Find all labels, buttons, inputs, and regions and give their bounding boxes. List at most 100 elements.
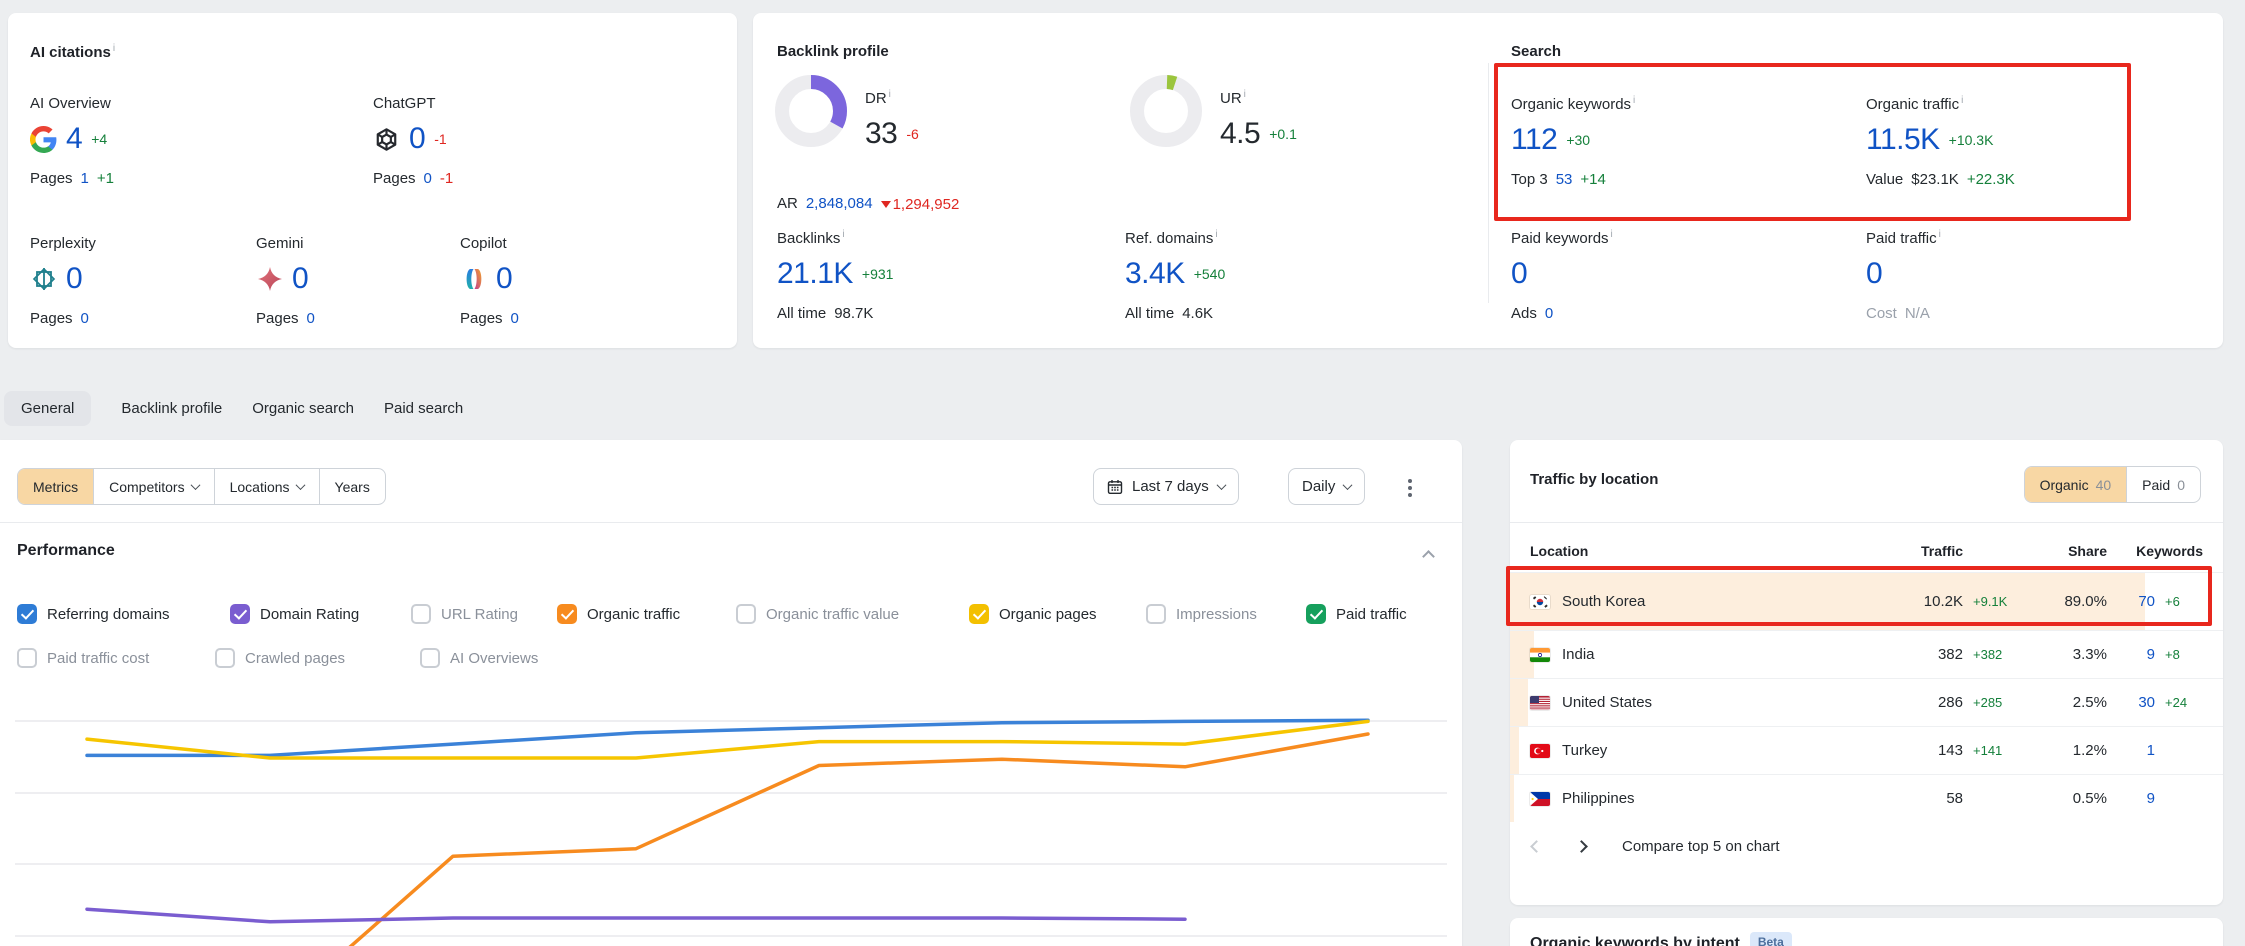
info-icon[interactable]: i: [1938, 229, 1941, 240]
perplexity-icon: [30, 266, 57, 293]
organic-keywords-value[interactable]: 112: [1511, 123, 1558, 156]
tab-organic-search[interactable]: Organic search: [252, 399, 354, 417]
search-title: Search: [1511, 43, 1562, 60]
info-icon[interactable]: i: [1633, 95, 1636, 106]
compare-top5-link[interactable]: Compare top 5 on chart: [1622, 838, 1780, 855]
series-organic-pages: [85, 719, 1370, 760]
share-bar: [1510, 727, 1519, 774]
stat-dr: DR i 33 -6: [865, 89, 919, 150]
down-arrow-icon: [880, 201, 891, 208]
ur-donut: [1130, 74, 1202, 147]
flag-turkey-icon: [1530, 743, 1550, 758]
info-icon[interactable]: i: [1215, 229, 1218, 240]
previous-page-icon[interactable]: [1530, 840, 1543, 853]
organic-traffic-value[interactable]: 11.5K: [1866, 123, 1940, 156]
toggle-paid[interactable]: Paid 0: [2126, 467, 2200, 502]
flag-united-states-icon: [1530, 695, 1550, 710]
tab-paid-search[interactable]: Paid search: [383, 399, 464, 417]
ar-line: AR 2,848,084 1,294,952: [777, 195, 960, 213]
ref-domains-value[interactable]: 3.4K: [1125, 257, 1185, 290]
share-bar: [1510, 679, 1528, 726]
locations-button[interactable]: Locations: [213, 469, 319, 504]
google-icon: [30, 125, 57, 153]
divider: [0, 522, 1462, 523]
checkbox-organic-pages[interactable]: Organic pages: [969, 604, 1097, 624]
metrics-button[interactable]: Metrics: [18, 469, 94, 504]
calendar-icon: [1107, 479, 1123, 495]
collapse-section-icon[interactable]: [1422, 550, 1435, 563]
chatgpt-value[interactable]: 0: [409, 122, 426, 155]
metric-checkbox-row-1: Referring domains Domain Rating URL Rati…: [0, 604, 1462, 626]
ai-overview-delta: +4: [91, 131, 108, 147]
traffic-by-location-card: Traffic by location Organic 40 Paid 0 Loca…: [1510, 440, 2223, 905]
stat-organic-traffic: Organic traffic i 11.5K +10.3K Value $23.1K…: [1866, 95, 2015, 188]
stat-gemini: Gemini 0 Pages 0: [256, 235, 315, 327]
location-table-header: Location Traffic Share Keywords: [1530, 543, 2203, 559]
info-icon[interactable]: i: [112, 43, 116, 54]
chevron-down-icon: [1342, 480, 1353, 491]
granularity-button[interactable]: Daily: [1288, 468, 1366, 505]
checkbox-paid-traffic-cost[interactable]: Paid traffic cost: [17, 648, 149, 668]
table-row-turkey[interactable]: Turkey 143 +141 1.2% 1: [1510, 726, 2223, 774]
info-icon[interactable]: i: [1961, 95, 1964, 106]
series-organic-traffic: [348, 732, 1370, 946]
pages-value[interactable]: 1: [80, 170, 89, 187]
info-icon[interactable]: i: [1243, 89, 1246, 100]
section-divider: [1488, 63, 1489, 303]
tab-general[interactable]: General: [4, 390, 92, 426]
checkbox-domain-rating[interactable]: Domain Rating: [230, 604, 359, 624]
stat-chatgpt: ChatGPT 0 -1 Pages 0 -1: [373, 95, 454, 187]
top3-value[interactable]: 53: [1555, 171, 1573, 188]
checkbox-organic-traffic[interactable]: Organic traffic: [557, 604, 680, 624]
date-range-button[interactable]: Last 7 days: [1093, 468, 1239, 505]
ar-value[interactable]: 2,848,084: [805, 195, 873, 212]
checkbox-ai-overviews[interactable]: AI Overviews: [420, 648, 538, 668]
paid-keywords-value[interactable]: 0: [1511, 257, 1528, 290]
more-options-kebab-icon[interactable]: [1404, 473, 1416, 503]
performance-line-chart[interactable]: [0, 690, 1462, 946]
stat-perplexity: Perplexity 0 Pages 0: [30, 235, 96, 327]
paid-traffic-value[interactable]: 0: [1866, 257, 1883, 290]
perplexity-value[interactable]: 0: [66, 262, 83, 295]
checkbox-impressions[interactable]: Impressions: [1146, 604, 1257, 624]
share-bar: [1510, 573, 2145, 630]
table-row-south-korea[interactable]: South Korea 10.2K +9.1K 89.0% 70 +6: [1510, 572, 2223, 630]
checkbox-crawled-pages[interactable]: Crawled pages: [215, 648, 345, 668]
series-domain-rating: [85, 907, 1187, 924]
divider: [1510, 522, 2223, 523]
chatgpt-delta: -1: [434, 131, 447, 147]
years-button[interactable]: Years: [318, 469, 385, 504]
checkbox-organic-traffic-value[interactable]: Organic traffic value: [736, 604, 899, 624]
ai-citations-card: AI citations i AI Overview 4 +4 Pages 1 +1 …: [8, 13, 737, 348]
chart-settings-group: Metrics Competitors Locations Years: [17, 468, 386, 505]
table-row-india[interactable]: India 382 +382 3.3% 9 +8: [1510, 630, 2223, 678]
chevron-down-icon: [1216, 480, 1227, 491]
stat-ref-domains: Ref. domains i 3.4K +540 All time 4.6K: [1125, 229, 1226, 322]
gemini-value[interactable]: 0: [292, 262, 309, 295]
metric-checkbox-row-2: Paid traffic cost Crawled pages AI Overv…: [0, 648, 1462, 670]
stat-copilot: Copilot 0 Pages 0: [460, 235, 519, 327]
keywords-by-intent-title: Organic keywords by intent Beta: [1530, 932, 1792, 946]
checkbox-referring-domains[interactable]: Referring domains: [17, 604, 170, 624]
copilot-value[interactable]: 0: [496, 262, 513, 295]
tab-backlink-profile[interactable]: Backlink profile: [121, 399, 223, 417]
checkbox-url-rating[interactable]: URL Rating: [411, 604, 518, 624]
ur-value: 4.5: [1220, 117, 1261, 150]
stat-paid-keywords: Paid keywords i 0 Ads 0: [1511, 229, 1613, 322]
checkbox-paid-traffic[interactable]: Paid traffic: [1306, 604, 1407, 624]
table-row-philippines[interactable]: Philippines 58 0.5% 9: [1510, 774, 2223, 822]
stat-ur: UR i 4.5 +0.1: [1220, 89, 1297, 150]
info-icon[interactable]: i: [1610, 229, 1613, 240]
toggle-organic[interactable]: Organic 40: [2024, 467, 2127, 502]
report-tabs: General Backlink profile Organic search …: [4, 388, 463, 428]
share-bar: [1510, 775, 1514, 822]
competitors-button[interactable]: Competitors: [93, 469, 213, 504]
ai-overview-value[interactable]: 4: [66, 122, 83, 155]
table-row-united-states[interactable]: United States 286 +285 2.5% 30 +24: [1510, 678, 2223, 726]
backlinks-value[interactable]: 21.1K: [777, 257, 853, 290]
beta-badge: Beta: [1749, 932, 1792, 946]
info-icon[interactable]: i: [842, 229, 845, 240]
next-page-icon[interactable]: [1575, 840, 1588, 853]
info-icon[interactable]: i: [888, 89, 891, 100]
performance-card: Metrics Competitors Locations Years Last…: [0, 440, 1462, 946]
